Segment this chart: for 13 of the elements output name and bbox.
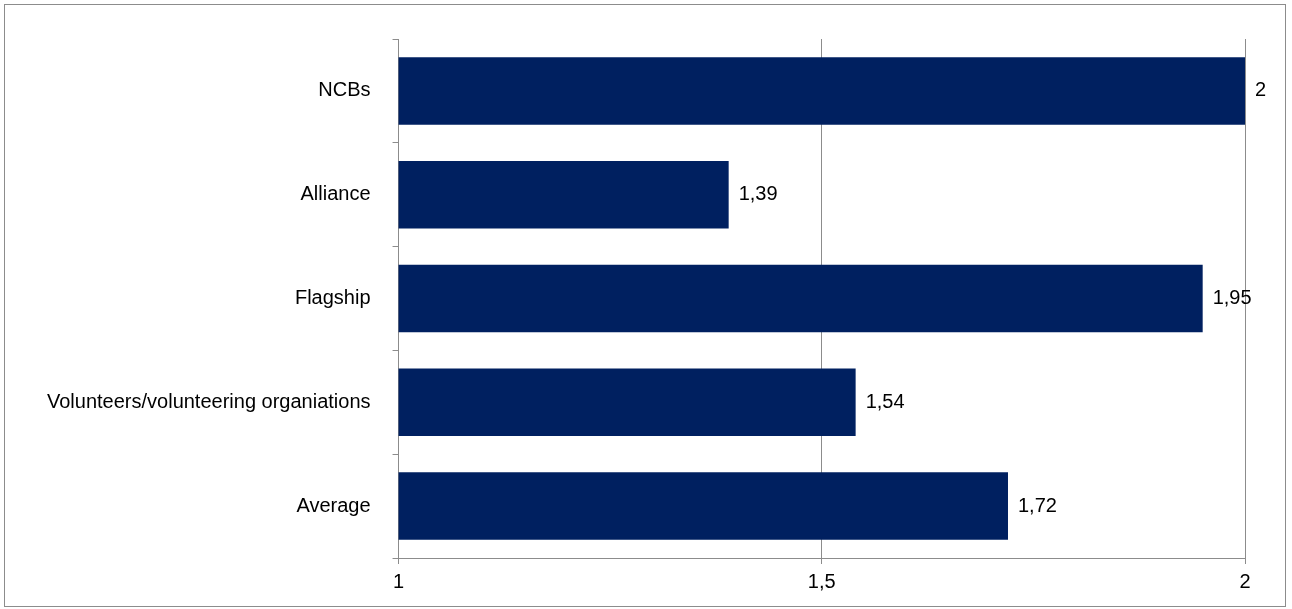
y-tick-label: NCBs — [318, 78, 371, 101]
y-tick-label: Alliance — [300, 182, 371, 205]
x-tick-label: 2 — [1239, 569, 1251, 592]
data-label: 1,54 — [865, 389, 905, 412]
x-tick-label: 1,5 — [807, 569, 836, 592]
x-tick-label: 1 — [392, 569, 405, 592]
y-tick-label: Flagship — [294, 286, 371, 309]
data-label: 1,72 — [1018, 493, 1057, 516]
y-tick-label: Volunteers/volunteering organiations — [46, 389, 371, 412]
data-label: 2 — [1255, 78, 1267, 101]
data-label: 1,39 — [738, 182, 778, 205]
data-label: 1,95 — [1212, 286, 1252, 309]
y-tick-label: Average — [296, 493, 371, 516]
